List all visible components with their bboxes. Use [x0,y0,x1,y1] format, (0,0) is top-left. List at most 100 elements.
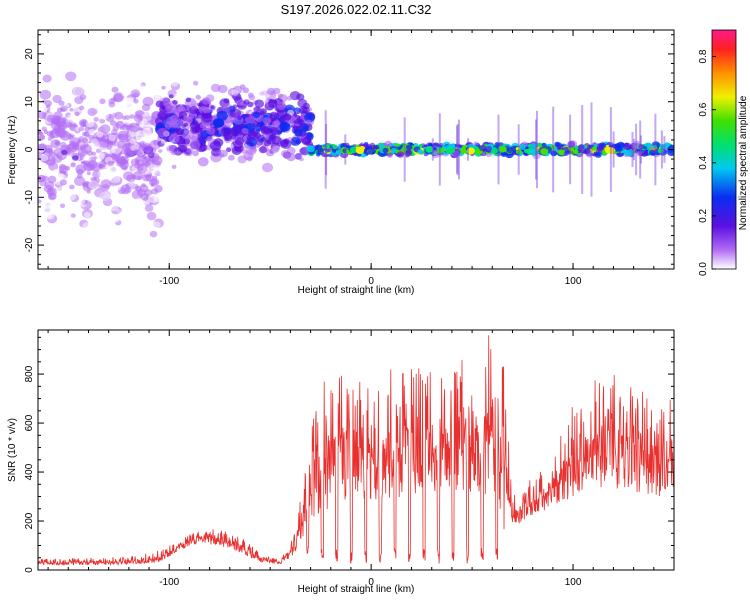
spectrogram-cell [527,144,532,148]
spectrogram-cell [85,119,95,128]
snr-ylabel: SNR (10 * v/v) [7,418,18,482]
spectrogram-cell [199,123,206,129]
spectrogram-cell [190,140,201,150]
spectrogram-cell [445,147,454,155]
spectrogram-cell [228,154,235,161]
spectrogram-cell [76,232,87,241]
spectrogram-cell [50,139,61,149]
spectrogram-cell [632,142,641,150]
spectrogram-cell [80,160,85,165]
spectrogram-cell [147,151,154,157]
spectrogram-cell [263,139,272,147]
spectrogram-cell [273,120,281,127]
spectrogram-cell [42,74,52,83]
spectrogram-cell [54,77,64,86]
spectrogram-cell [82,131,88,137]
spectrogram-cell [596,146,602,151]
spectrogram-cell [90,236,99,244]
spectrogram-cell [61,219,69,225]
spectrogram-cell [129,138,136,144]
spectrogram-cell [99,190,111,201]
spectrogram-cell [247,92,254,98]
snr-ytick-label: 600 [24,414,35,431]
spectrogram-cell [109,94,115,99]
spectrogram-cell [125,223,131,228]
spectrogram-cell [108,61,117,70]
spectrogram-cell [357,153,362,157]
spectrogram-cell [567,140,576,148]
spectrogram-cell [87,181,97,190]
spectrogram-cell [53,169,58,173]
spectrogram-cell [100,179,112,189]
spectrogram-cell [269,134,275,139]
spectrogram-cell [111,129,118,136]
spectrogram-cell [91,228,101,236]
spectrogram-cell [141,112,152,122]
spectrogram-cell [65,147,70,152]
spectrogram-cell [136,150,143,156]
spectrogram-cell [335,149,342,155]
spectrogram-cell [501,151,506,156]
spectrogram-cell [128,181,136,188]
spectrogram-cell [185,97,192,103]
spectrogram-cell [479,144,487,152]
spectrogram-cell [145,161,151,167]
spectrogram-cell [81,137,89,144]
spectrogram-cell [305,119,312,125]
spectrogram-cell [253,106,261,113]
snr-ytick-label: 0 [24,567,35,573]
spectrogram-cell [149,230,158,238]
spectrogram-cell [183,115,190,121]
spectrogram-cell [113,93,123,102]
spectrogram-cell [86,150,94,156]
spectrogram-cell [66,170,72,175]
spectrogram-cell [46,131,54,137]
spectrogram-cell [147,193,159,204]
spectrogram-cell [306,145,315,153]
spectrogram-cell [59,179,67,186]
spectrogram-cell [286,95,293,101]
spectrogram-cell [99,118,106,124]
spectrogram-cell [192,80,199,86]
spectrogram-cell [593,151,598,155]
spectrogram-cell [84,88,94,97]
spectrogram-cell [70,194,80,203]
spectrogram-cell [56,107,63,113]
spectrogram-cell [145,174,154,182]
spectrogram-cell [47,175,57,184]
spectrogram-cell [157,111,167,120]
spectrogram-cell [96,131,104,138]
spectrogram-cell [217,84,228,94]
colorbar-ticks: 0.0 0.2 0.4 0.6 0.8 [698,49,716,276]
spectrogram-cell [114,111,124,120]
spectrogram-cell [182,129,194,140]
spectrogram-cell [262,162,273,173]
spectrogram-cell [74,111,80,117]
spectrogram-cell [244,113,250,118]
spectrogram-cell [202,106,211,114]
spectrogram-cell [142,96,154,107]
spectrogram-cell [267,99,278,108]
colorbar-tick-label: 0.2 [698,209,709,223]
spectrogram-cell [231,89,239,96]
spectrogram-cell [439,143,444,147]
spectrogram-cell [99,98,106,105]
spectrogram-cell [165,104,175,113]
spectrogram-cell [241,127,249,134]
spectrogram-cell [293,118,305,129]
spectrogram-cell [121,164,128,171]
spectrogram-cell [115,208,122,214]
spectrogram-cell [301,125,309,132]
spectrogram-cell [66,192,77,201]
spectrogram-cell [499,146,507,153]
spectrogram-cell [550,150,558,157]
spectrogram-cell [111,176,123,186]
spectrogram-cell [577,144,585,151]
spectrogram-cell [61,149,68,156]
spectrogram-cell [289,91,301,101]
spectrogram-cell [664,142,670,148]
spectrogram-cell [279,121,291,132]
spectrogram-cell [144,170,150,175]
colorbar-tick-label: 0.0 [698,262,709,276]
